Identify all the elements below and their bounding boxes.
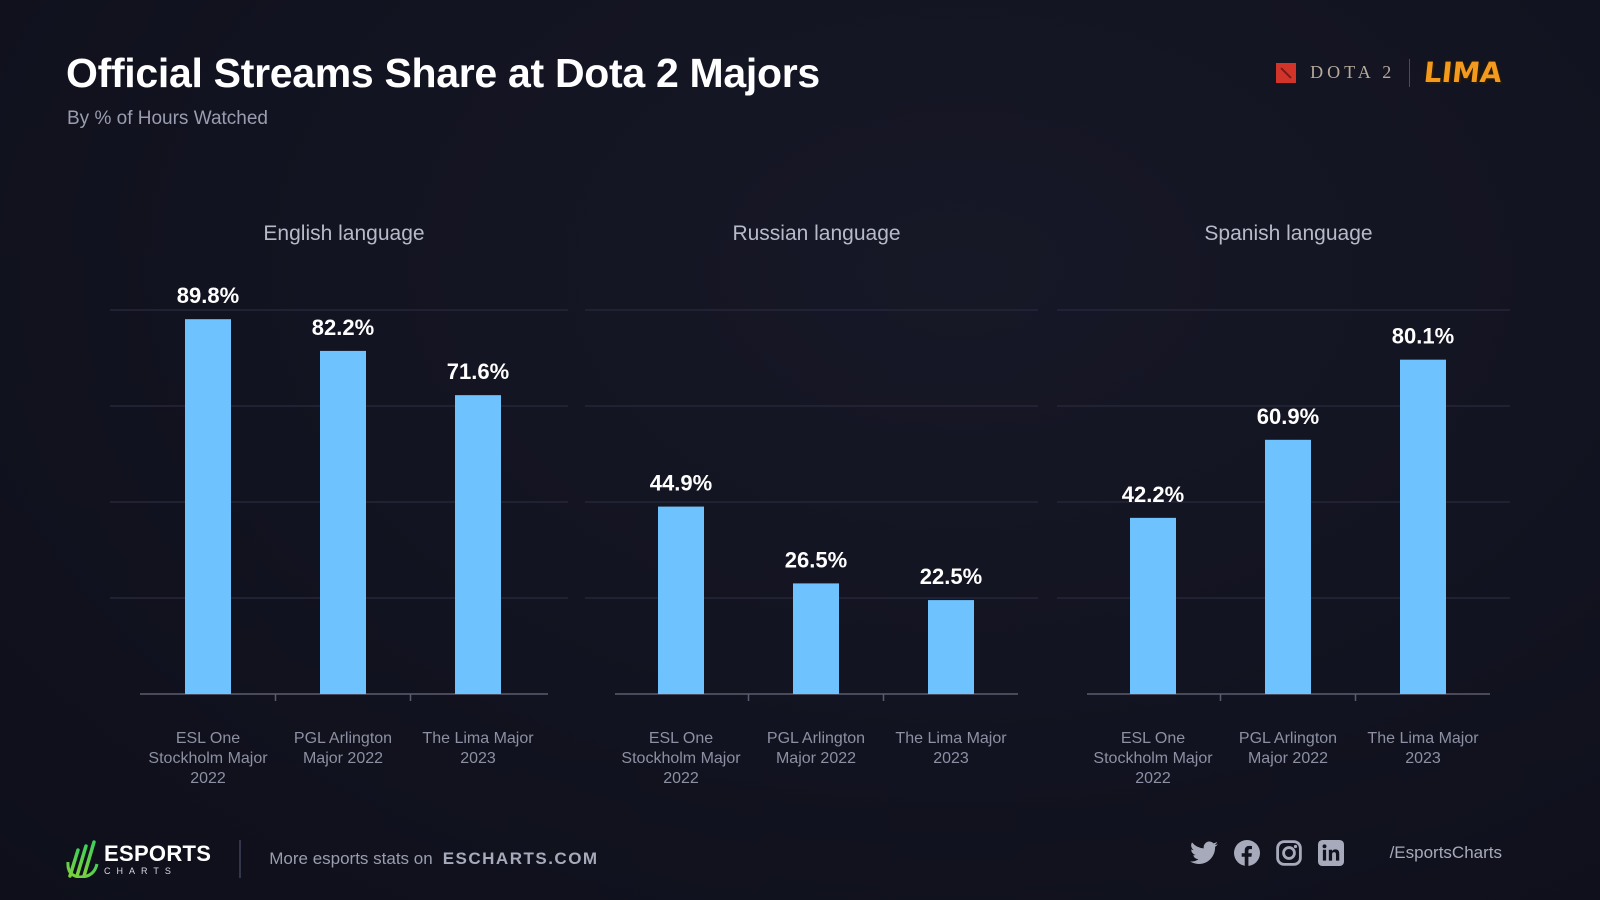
x-tick-label: 2022 xyxy=(1135,770,1171,787)
x-tick-label: ESL One xyxy=(176,730,240,747)
panel-title: Russian language xyxy=(732,222,900,245)
data-label: 82.2% xyxy=(312,315,374,340)
esports-charts-icon xyxy=(66,840,99,878)
linkedin-icon[interactable] xyxy=(1317,840,1344,866)
x-tick-label: Stockholm Major xyxy=(148,750,268,767)
footer: ESPORTS CHARTS More esports stats on ESC… xyxy=(66,840,599,878)
bar xyxy=(1130,517,1176,694)
x-tick-label: 2023 xyxy=(1405,750,1441,767)
bar xyxy=(1265,439,1311,694)
x-tick-label: 2023 xyxy=(460,750,496,767)
bar xyxy=(793,583,839,694)
bar xyxy=(455,395,501,694)
data-label: 60.9% xyxy=(1257,404,1319,429)
chart-subtitle: By % of Hours Watched xyxy=(67,108,268,129)
data-label: 80.1% xyxy=(1392,324,1454,349)
panel-title: Spanish language xyxy=(1204,222,1372,245)
x-tick-label: Major 2022 xyxy=(303,750,383,767)
x-tick-label: PGL Arlington xyxy=(294,730,392,747)
data-label: 89.8% xyxy=(177,283,239,308)
footer-divider xyxy=(239,840,242,878)
brand-subname: CHARTS xyxy=(104,865,177,876)
twitter-icon[interactable] xyxy=(1189,841,1218,865)
bar xyxy=(1400,359,1446,694)
chart-title: Official Streams Share at Dota 2 Majors xyxy=(66,50,820,96)
bar xyxy=(928,600,974,694)
data-label: 71.6% xyxy=(447,359,509,384)
x-tick-label: ESL One xyxy=(649,730,713,747)
instagram-icon[interactable] xyxy=(1275,840,1302,866)
x-tick-label: PGL Arlington xyxy=(1239,730,1337,747)
panel-title: English language xyxy=(263,222,424,245)
logo-divider xyxy=(1409,58,1411,87)
data-label: 44.9% xyxy=(650,471,712,496)
social-links: /EsportsCharts xyxy=(1189,840,1502,866)
more-stats-text: More esports stats on xyxy=(269,849,433,868)
x-tick-label: PGL Arlington xyxy=(767,730,865,747)
facebook-icon[interactable] xyxy=(1233,840,1260,866)
esports-charts-logo[interactable]: ESPORTS CHARTS xyxy=(66,840,211,878)
header-logos: DOTA 2 LIMA xyxy=(1276,56,1504,89)
social-handle[interactable]: /EsportsCharts xyxy=(1389,843,1502,862)
x-tick-label: The Lima Major xyxy=(895,730,1007,747)
bar xyxy=(185,319,231,694)
x-tick-label: 2022 xyxy=(190,770,226,787)
x-tick-label: Major 2022 xyxy=(1248,750,1328,767)
brand-name: ESPORTS xyxy=(104,840,212,866)
x-tick-label: The Lima Major xyxy=(1367,730,1479,747)
dota-logo-icon xyxy=(1276,62,1297,83)
data-label: 22.5% xyxy=(920,564,982,589)
bar xyxy=(658,506,704,694)
site-link[interactable]: ESCHARTS.COM xyxy=(442,849,599,868)
bar xyxy=(320,350,366,694)
x-tick-label: Major 2022 xyxy=(776,750,856,767)
x-tick-label: 2022 xyxy=(663,770,699,787)
dota-logo-text: DOTA 2 xyxy=(1310,62,1396,82)
x-tick-label: Stockholm Major xyxy=(621,750,741,767)
data-label: 26.5% xyxy=(785,547,847,572)
x-tick-label: 2023 xyxy=(933,750,969,767)
x-tick-label: ESL One xyxy=(1121,730,1185,747)
x-tick-label: Stockholm Major xyxy=(1093,750,1213,767)
data-label: 42.2% xyxy=(1122,482,1184,507)
x-tick-label: The Lima Major xyxy=(422,730,534,747)
